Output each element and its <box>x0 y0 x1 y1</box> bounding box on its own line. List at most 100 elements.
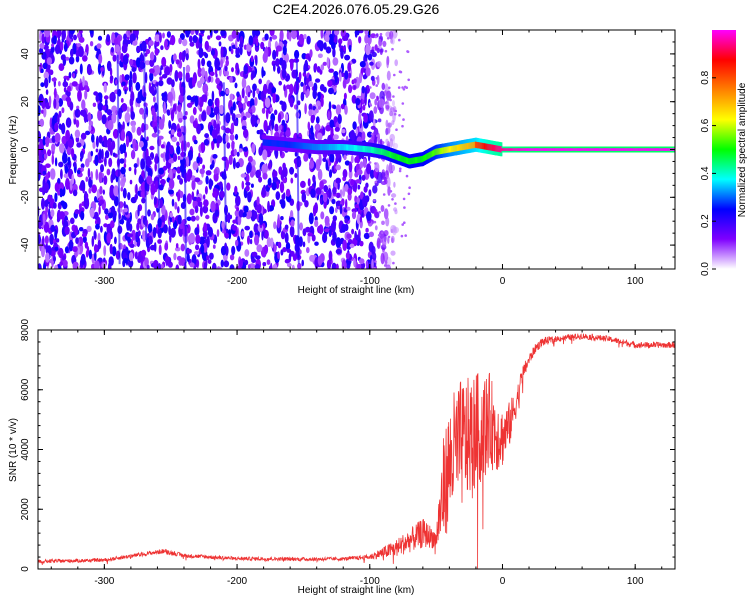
heatmap-cell <box>121 181 125 186</box>
heatmap-cell <box>314 108 319 114</box>
heatmap-cell <box>407 192 411 196</box>
heatmap-cell <box>217 98 220 110</box>
heatmap-cell <box>58 247 64 259</box>
heatmap-cell <box>195 30 199 36</box>
heatmap-cell <box>314 219 319 227</box>
heatmap-cell <box>40 82 45 88</box>
heatmap-cell <box>280 230 286 240</box>
ridge-cell <box>317 144 320 151</box>
heatmap-cell <box>362 158 367 168</box>
heatmap-cell <box>199 107 203 112</box>
ridge-cell <box>402 156 405 163</box>
heatmap-cell <box>95 148 99 153</box>
heatmap-cell <box>107 119 114 131</box>
heatmap-cell <box>91 235 95 247</box>
heatmap-cell <box>352 121 357 130</box>
heatmap-cell <box>54 157 58 167</box>
ridge-cell <box>597 148 599 151</box>
heatmap-cell <box>121 103 128 112</box>
heatmap-cell <box>322 61 327 66</box>
heatmap-cell <box>213 168 218 175</box>
heatmap-cell <box>384 179 388 185</box>
heatmap-cell <box>107 212 114 217</box>
heatmap-cell <box>170 227 176 238</box>
heatmap-cell <box>98 135 103 144</box>
heatmap-cell <box>349 243 355 248</box>
ridge-cell <box>329 144 332 151</box>
y-tick-label: 8000 <box>20 318 31 341</box>
y-tick-label: 20 <box>20 96 31 108</box>
heatmap-cell <box>389 190 393 193</box>
heatmap-cell <box>373 199 376 202</box>
heatmap-cell <box>192 76 196 88</box>
heatmap-cell <box>80 150 84 160</box>
heatmap-cell <box>271 87 277 94</box>
heatmap-cell <box>44 30 51 38</box>
heatmap-cell <box>41 235 45 248</box>
heatmap-cell <box>81 99 86 110</box>
heatmap-cell <box>67 156 71 166</box>
heatmap-cell <box>312 174 316 183</box>
heatmap-cell <box>289 97 294 108</box>
heatmap-cell <box>166 109 170 115</box>
heatmap-cell <box>201 67 206 78</box>
heatmap-cell <box>127 192 131 201</box>
heatmap-cell <box>247 91 251 98</box>
heatmap-cell <box>111 112 117 124</box>
heatmap-cell <box>249 263 256 269</box>
heatmap-cell <box>178 37 182 45</box>
heatmap-cell <box>80 210 85 221</box>
heatmap-cell <box>346 242 352 250</box>
ridge-cell <box>439 147 442 155</box>
heatmap-cell <box>79 63 83 75</box>
heatmap-cell <box>186 253 190 263</box>
y-tick-label: 6000 <box>20 378 31 401</box>
heatmap-cell <box>175 243 179 249</box>
heatmap-cell <box>123 207 128 213</box>
heatmap-cell <box>120 187 124 192</box>
heatmap-cell <box>390 170 394 174</box>
heatmap-cell <box>369 86 372 89</box>
heatmap-cell <box>60 168 63 180</box>
heatmap-cell <box>327 80 333 87</box>
heatmap-cell <box>264 229 269 239</box>
heatmap-cell <box>289 225 295 238</box>
heatmap-cell <box>237 101 243 109</box>
ridge-cell <box>574 148 577 151</box>
heatmap-cell <box>138 140 144 148</box>
ridge-cell <box>511 148 513 151</box>
heatmap-cell <box>346 206 351 211</box>
heatmap-cell <box>371 51 377 58</box>
heatmap-cell <box>271 34 278 40</box>
heatmap-cell <box>147 223 153 233</box>
heatmap-cell <box>161 204 166 216</box>
heatmap-cell <box>258 129 264 136</box>
heatmap-cell <box>362 104 366 111</box>
heatmap-cell <box>54 182 60 193</box>
heatmap-cell <box>216 84 220 89</box>
heatmap-cell <box>145 48 151 55</box>
heatmap-cell <box>285 129 291 138</box>
heatmap-cell <box>241 125 247 130</box>
heatmap-cell <box>44 199 49 208</box>
heatmap-cell <box>234 133 239 141</box>
heatmap-cell <box>193 139 198 145</box>
heatmap-cell <box>235 62 239 71</box>
heatmap-cell <box>335 248 342 255</box>
ridge-cell <box>414 157 417 164</box>
heatmap-cell <box>290 219 295 228</box>
heatmap-cell <box>151 132 158 138</box>
heatmap-cell <box>245 111 250 118</box>
heatmap-cell <box>41 51 47 60</box>
heatmap-cell <box>149 68 155 74</box>
heatmap-cell <box>212 244 216 249</box>
heatmap-cell <box>271 118 275 130</box>
heatmap-cell <box>93 230 97 240</box>
heatmap-cell <box>206 60 212 68</box>
heatmap-cell <box>114 236 117 245</box>
heatmap-cell <box>242 211 247 218</box>
y-tick-label: 0 <box>20 146 31 152</box>
ridge-cell <box>530 148 533 151</box>
ridge-cell <box>667 148 670 151</box>
heatmap-cell <box>402 197 406 201</box>
